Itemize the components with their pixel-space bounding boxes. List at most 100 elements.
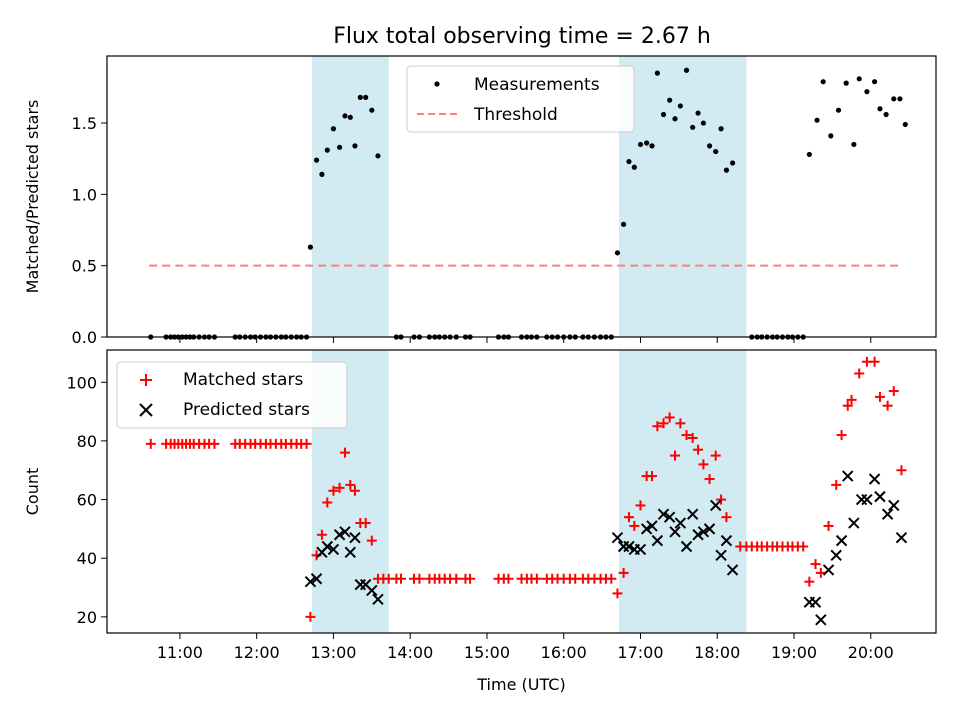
matched-star-point [606,573,617,584]
predicted-star-point [815,614,827,626]
measurement-point [626,158,632,165]
matched-stars-legend-label: Matched stars [183,370,303,390]
matched-star-point [305,611,316,622]
measurement-point [713,148,719,155]
predicted-star-stroke-b [680,540,693,553]
matched-star-point [831,479,842,490]
measurement-point [614,250,621,256]
measurement-point [375,153,381,159]
predicted-star-stroke-b [692,529,704,541]
x-tick-label: 12:00 [234,643,280,662]
predicted-star-stroke-b [657,508,670,520]
measurement-point [336,144,343,150]
predicted-star-stroke-b [372,593,384,605]
measurement-point [654,70,660,76]
matched-star-point [646,471,657,482]
measurement-point [330,126,337,132]
matched-star-point [670,450,681,461]
predicted-star-point [663,511,676,523]
matched-star-point [345,479,356,490]
predicted-star-stroke-b [848,517,860,529]
matched-star-point [145,438,156,449]
predicted-star-stroke-b [822,564,835,576]
matched-star-point [698,459,709,470]
matched-star-point [710,450,721,461]
predicted-star-point [333,529,346,541]
predicted-star-stroke-b [304,575,317,588]
matched-star-point [451,573,462,584]
measurement-point [851,141,857,148]
matched-star-point [531,573,542,584]
matched-star-point [874,391,885,402]
predicted-star-stroke-b [366,584,378,597]
y-tick-label: 100 [66,373,97,392]
matched-star-point [658,418,669,429]
matched-star-point [366,535,377,546]
predicted-stars-legend-label: Predicted stars [183,400,310,420]
predicted-star-point [835,534,848,547]
matched-star-point [804,576,815,587]
predicted-star-point [720,534,733,547]
matched-star-point [681,430,692,441]
predicted-star-stroke-b [310,573,323,585]
predicted-star-point [895,531,908,544]
ratio-legend: Measurements Threshold [406,65,635,133]
measurement-point [723,167,730,173]
x-tick-label: 19:00 [771,643,817,662]
predicted-star-point [640,523,653,535]
measurement-point [307,244,314,250]
measurement-point [718,126,724,132]
predicted-star-stroke-b [709,499,722,512]
measurement-point [667,97,673,103]
measurement-point [660,111,667,118]
predicted-star-stroke-b [895,531,908,544]
measurement-point [828,133,834,139]
measurement-point [871,79,878,85]
predicted-star-stroke-b [835,534,848,547]
measurement-point [902,121,908,128]
measurement-point [814,117,820,123]
measurement-point [877,106,883,112]
x-tick-label: 15:00 [464,643,510,662]
matched-star-point [414,573,425,584]
measurement-point [631,164,637,170]
measurement-point [637,141,644,148]
predicted-star-point [868,473,881,485]
matched-star-point [316,529,327,540]
measurement-point [363,94,369,100]
measurement-point [897,96,903,102]
predicted-star-point [686,508,699,520]
predicted-star-stroke-b [888,499,900,512]
measurement-point [369,107,375,113]
predicted-star-point [657,508,670,520]
ratio-y-axis-label: Matched/Predicted stars [23,100,42,294]
predicted-star-point [692,529,704,541]
predicted-star-stroke-b [611,531,624,544]
matched-star-point [798,541,809,552]
matched-star-point [503,573,514,584]
measurement-point [729,160,736,166]
predicted-star-point [372,593,384,605]
matched-star-point [854,368,865,379]
predicted-star-point [830,549,842,561]
predicted-star-stroke-b [669,526,681,538]
predicted-star-stroke-b [861,493,873,506]
predicted-star-stroke-b [715,549,727,561]
predicted-star-stroke-b [686,508,699,520]
x-axis-label: Time (UTC) [476,675,565,694]
predicted-star-stroke-b [651,534,664,547]
x-tick-label: 11:00 [157,643,203,662]
count-legend-box [116,361,348,429]
predicted-star-point [680,540,693,553]
measurement-point [891,96,897,102]
y-tick-label: 60 [77,491,97,510]
predicted-star-stroke-b [815,614,827,626]
matched-star-point [349,485,360,496]
predicted-star-point [697,526,710,538]
predicted-star-stroke-b [349,531,361,544]
predicted-star-stroke-b [874,490,886,503]
predicted-star-point [822,564,835,576]
measurement-point [313,157,320,163]
matched-star-point [664,412,675,423]
